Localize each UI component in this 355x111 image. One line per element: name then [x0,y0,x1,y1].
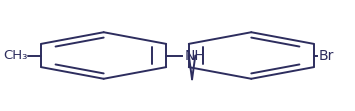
Text: CH₃: CH₃ [3,49,27,62]
Text: Br: Br [318,49,334,62]
Text: NH: NH [185,49,205,62]
